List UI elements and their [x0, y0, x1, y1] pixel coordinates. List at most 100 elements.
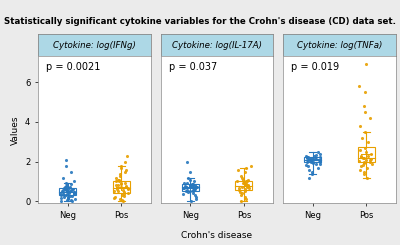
- Point: [303, 155, 310, 159]
- Point: [115, 189, 122, 193]
- Point: [359, 136, 365, 140]
- Text: p = 0.019: p = 0.019: [291, 62, 339, 72]
- Point: [308, 159, 314, 163]
- Point: [237, 190, 243, 194]
- Point: [117, 172, 124, 175]
- Point: [363, 158, 369, 162]
- Point: [112, 180, 119, 184]
- Point: [111, 189, 118, 193]
- Point: [234, 168, 241, 172]
- Point: [60, 193, 66, 196]
- Y-axis label: Values: Values: [10, 115, 20, 145]
- Point: [58, 194, 64, 197]
- Point: [190, 191, 196, 195]
- Point: [357, 124, 364, 128]
- Point: [317, 160, 323, 164]
- Point: [180, 193, 186, 196]
- Point: [64, 185, 70, 189]
- Bar: [182, 184, 199, 191]
- Point: [238, 173, 244, 177]
- Point: [356, 84, 362, 88]
- Point: [63, 182, 70, 185]
- Point: [361, 104, 367, 108]
- Point: [309, 157, 315, 161]
- Point: [189, 183, 196, 186]
- Point: [68, 183, 74, 186]
- Point: [187, 183, 193, 187]
- Point: [61, 186, 67, 190]
- Point: [64, 188, 70, 192]
- Point: [310, 158, 316, 162]
- Point: [192, 185, 199, 189]
- Point: [64, 189, 70, 193]
- Text: p = 0.037: p = 0.037: [168, 62, 217, 72]
- Point: [70, 193, 77, 196]
- Point: [122, 170, 128, 173]
- Point: [315, 158, 322, 162]
- Point: [68, 199, 75, 203]
- Point: [115, 178, 121, 182]
- Point: [64, 184, 70, 187]
- Point: [361, 161, 368, 165]
- Point: [361, 172, 367, 175]
- Text: p = 0.0021: p = 0.0021: [46, 62, 100, 72]
- Point: [239, 185, 246, 189]
- Bar: [59, 188, 76, 196]
- Point: [184, 176, 191, 180]
- Point: [62, 185, 68, 189]
- Point: [236, 188, 242, 192]
- Point: [64, 195, 71, 199]
- Point: [315, 166, 322, 170]
- Point: [241, 181, 247, 184]
- Point: [189, 189, 196, 193]
- Point: [121, 193, 127, 196]
- Point: [305, 155, 312, 159]
- Point: [115, 184, 122, 187]
- Point: [62, 187, 69, 191]
- Point: [362, 110, 368, 114]
- Point: [238, 199, 244, 203]
- Point: [64, 192, 70, 196]
- Point: [368, 162, 375, 166]
- Point: [118, 185, 124, 189]
- Point: [67, 189, 73, 193]
- Point: [357, 168, 363, 172]
- Point: [308, 170, 315, 173]
- Point: [58, 199, 64, 203]
- Point: [115, 178, 122, 182]
- Point: [367, 157, 374, 161]
- Text: Crohn's disease: Crohn's disease: [182, 231, 252, 240]
- Point: [362, 130, 369, 134]
- Point: [183, 185, 190, 189]
- Point: [236, 186, 242, 190]
- Point: [306, 168, 312, 172]
- Point: [122, 160, 128, 164]
- Text: Cytokine: log(IFNg): Cytokine: log(IFNg): [53, 41, 136, 50]
- Point: [187, 184, 193, 188]
- Point: [303, 160, 310, 164]
- Point: [308, 160, 314, 164]
- Point: [182, 184, 188, 188]
- Point: [193, 197, 199, 201]
- Point: [184, 188, 190, 192]
- Point: [234, 180, 240, 184]
- Point: [63, 158, 70, 162]
- Point: [366, 160, 373, 164]
- Point: [63, 164, 70, 168]
- Point: [191, 184, 198, 188]
- Point: [245, 184, 252, 188]
- Point: [60, 190, 67, 194]
- Bar: [235, 182, 252, 190]
- Point: [118, 194, 125, 197]
- Point: [188, 199, 195, 203]
- Point: [368, 152, 374, 156]
- Point: [241, 182, 247, 185]
- Point: [242, 196, 248, 199]
- Point: [183, 185, 190, 189]
- Point: [60, 176, 66, 180]
- Point: [113, 176, 119, 180]
- Point: [62, 194, 69, 197]
- Point: [114, 187, 120, 191]
- Point: [61, 196, 67, 199]
- Point: [317, 158, 323, 162]
